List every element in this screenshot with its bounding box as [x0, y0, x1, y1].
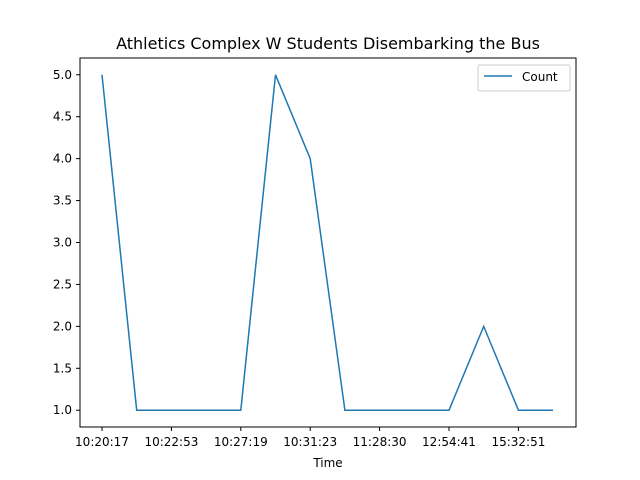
- y-tick-label: 1.5: [53, 361, 72, 375]
- x-tick-label: 12:54:41: [422, 435, 476, 449]
- x-tick-label: 10:20:17: [75, 435, 129, 449]
- x-axis-label: Time: [312, 456, 342, 470]
- series-layer: [101, 74, 554, 411]
- y-tick-label: 2.0: [53, 319, 72, 333]
- y-axis: 1.0 1.5 2.0 2.5 3.0 3.5 4.0 4.5 5.0: [53, 68, 80, 417]
- y-tick-label: 1.0: [53, 403, 72, 417]
- x-tick-label: 11:28:30: [353, 435, 407, 449]
- series-line-count: [101, 74, 554, 411]
- x-tick-label: 10:22:53: [144, 435, 198, 449]
- legend-entry-count: Count: [522, 70, 558, 84]
- x-tick-label: 10:31:23: [283, 435, 337, 449]
- legend-box: [477, 64, 571, 92]
- y-tick-label: 4.5: [53, 110, 72, 124]
- x-tick-label: 15:32:51: [491, 435, 545, 449]
- x-axis: 10:20:17 10:22:53 10:27:19 10:31:23 11:28:30…: [75, 427, 545, 449]
- y-tick-label: 3.5: [53, 194, 72, 208]
- plot-frame: [79, 57, 577, 428]
- legend: Count: [477, 64, 571, 92]
- x-tick-label: 10:27:19: [214, 435, 268, 449]
- y-tick-label: 5.0: [53, 68, 72, 82]
- y-tick-label: 2.5: [53, 277, 72, 291]
- y-tick-label: 4.0: [53, 152, 72, 166]
- y-tick-label: 3.0: [53, 236, 72, 250]
- chart-title: Athletics Complex W Students Disembarkin…: [116, 34, 540, 53]
